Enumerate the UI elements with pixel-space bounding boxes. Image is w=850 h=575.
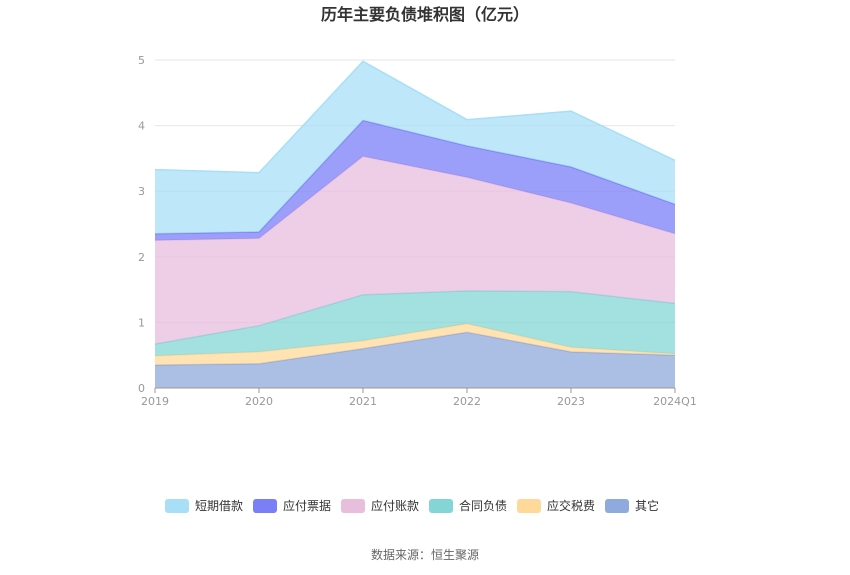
series-area-3 bbox=[155, 156, 675, 344]
data-point bbox=[362, 60, 364, 62]
series-area-5 bbox=[155, 61, 675, 234]
y-tick-label: 0 bbox=[138, 382, 145, 395]
data-point bbox=[258, 172, 260, 174]
source-note: 数据来源：恒生聚源 bbox=[371, 547, 479, 562]
x-tick-label: 2024Q1 bbox=[653, 395, 697, 408]
legend-label: 应付票据 bbox=[283, 498, 331, 513]
x-tick-label: 2022 bbox=[453, 395, 481, 408]
data-point bbox=[466, 119, 468, 121]
legend-item[interactable]: 应付账款 bbox=[341, 498, 419, 513]
legend-swatch bbox=[517, 499, 541, 513]
y-tick-label: 3 bbox=[138, 185, 145, 198]
series-area-0 bbox=[155, 332, 675, 388]
legend-label: 短期借款 bbox=[195, 499, 243, 513]
legend-swatch bbox=[605, 499, 629, 513]
series-area-4 bbox=[155, 120, 675, 241]
legend-item[interactable]: 短期借款 bbox=[165, 499, 243, 513]
series-area-2 bbox=[155, 290, 675, 356]
chart-title: 历年主要负债堆积图（亿元） bbox=[321, 5, 529, 24]
data-point bbox=[674, 159, 676, 161]
y-tick-label: 5 bbox=[138, 54, 145, 67]
y-tick-label: 4 bbox=[138, 120, 145, 133]
data-point bbox=[570, 110, 572, 112]
y-tick-label: 2 bbox=[138, 251, 145, 264]
x-tick-label: 2023 bbox=[557, 395, 585, 408]
legend-item[interactable]: 应交税费 bbox=[517, 498, 595, 513]
axes: 0 1 2 3 4 5 2019 2020 2021 2022 2023 2024Q1 bbox=[138, 54, 697, 408]
legend-item[interactable]: 应付票据 bbox=[253, 498, 331, 513]
x-tick-label: 2019 bbox=[141, 395, 169, 408]
legend-item[interactable]: 其它 bbox=[605, 498, 659, 513]
series-line-5 bbox=[154, 60, 676, 174]
legend-label: 应付账款 bbox=[371, 498, 419, 513]
legend-label: 合同负债 bbox=[459, 498, 507, 513]
data-point bbox=[154, 169, 156, 171]
legend-item[interactable]: 合同负债 bbox=[429, 498, 507, 513]
legend-swatch bbox=[165, 499, 189, 513]
legend-label: 其它 bbox=[635, 498, 659, 513]
series-area-1 bbox=[155, 323, 675, 365]
legend-swatch bbox=[429, 499, 453, 513]
legend-swatch bbox=[341, 499, 365, 513]
x-tick-label: 2020 bbox=[245, 395, 273, 408]
legend-swatch bbox=[253, 499, 277, 513]
legend-label: 应交税费 bbox=[547, 498, 595, 513]
y-tick-label: 1 bbox=[138, 316, 145, 329]
legend[interactable]: 短期借款 应付票据 应付账款 合同负债 应交税费 其它 bbox=[165, 498, 659, 513]
x-tick-label: 2021 bbox=[349, 395, 377, 408]
plot-area bbox=[154, 60, 676, 388]
